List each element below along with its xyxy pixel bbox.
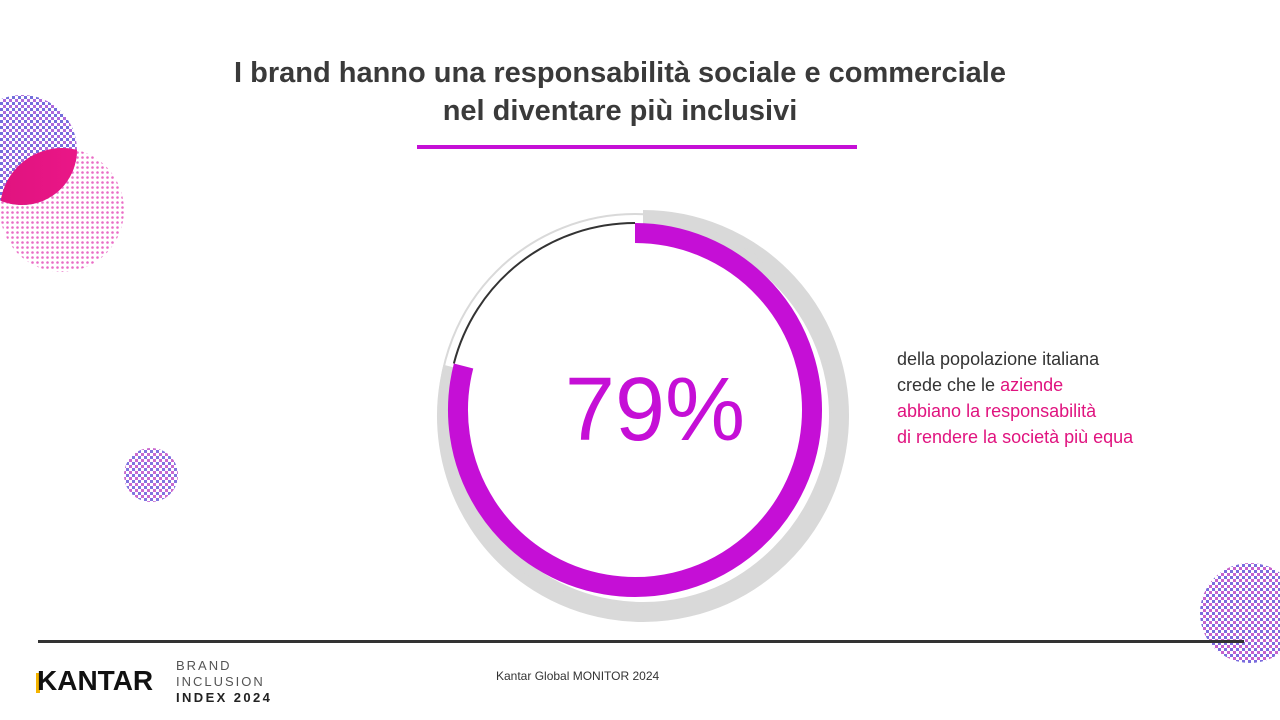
desc-line-1: della popolazione italiana (897, 349, 1100, 369)
source-note: Kantar Global MONITOR 2024 (496, 669, 660, 683)
percentage-value: 79% (564, 360, 746, 460)
ring-shadow-arc (437, 210, 849, 622)
index-line-2: INCLUSION (176, 674, 265, 689)
ring-thin-track (438, 213, 832, 607)
stat-description: della popolazione italiana crede che le … (897, 346, 1257, 450)
desc-highlight-aziende: aziende (1000, 375, 1064, 395)
desc-line-2: crede che le (897, 375, 1001, 395)
index-line-3: INDEX 2024 (176, 690, 273, 705)
deco-circle-lens (0, 148, 77, 205)
desc-line-4: di rendere la società più equa (897, 427, 1134, 447)
kantar-logo: KANTAR (37, 665, 154, 696)
title-line-1: I brand hanno una responsabilità sociale… (234, 57, 1006, 89)
deco-circle-bottom-right (1200, 563, 1280, 663)
title-underline (417, 145, 857, 149)
index-line-1: BRAND (176, 658, 232, 673)
title-line-2: nel diventare più inclusivi (442, 95, 798, 127)
brand-inclusion-index-label: BRAND INCLUSION INDEX 2024 (176, 658, 272, 706)
page-title: I brand hanno una responsabilità sociale… (120, 54, 1120, 130)
ring-remaining-arc (452, 222, 636, 364)
desc-line-3: abbiano la responsabilità (897, 401, 1097, 421)
kantar-logo-mark (36, 673, 40, 693)
footer-divider (38, 640, 1244, 643)
ring-progress-arc (448, 223, 822, 597)
deco-circle-small (124, 448, 178, 502)
